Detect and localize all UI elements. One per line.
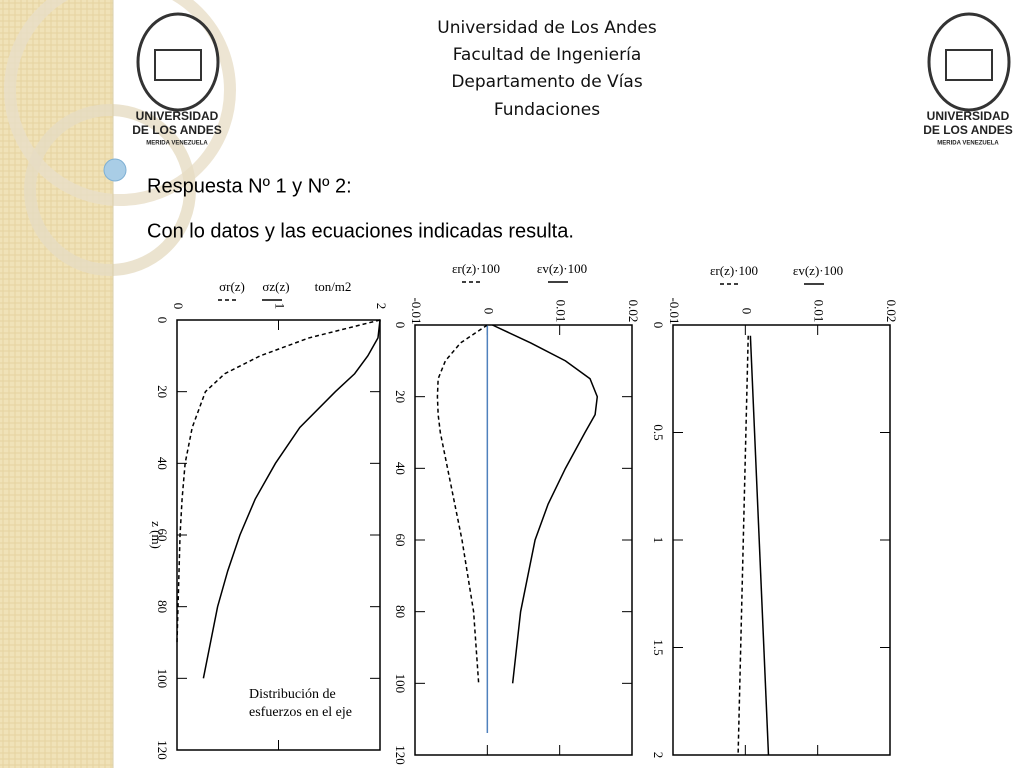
x-tick-label: 0.02	[884, 300, 899, 323]
x-tick-label: 0.02	[626, 300, 641, 323]
header-line: Facultad de Ingeniería	[453, 45, 642, 65]
header-line: Universidad de Los Andes	[437, 18, 657, 38]
y-tick-label: 100	[155, 669, 170, 689]
y-tick-label: 120	[155, 740, 170, 760]
legend-label: σz(z)	[262, 279, 289, 294]
y-tick-label: 40	[393, 462, 408, 475]
legend-label: σr(z)	[219, 279, 245, 294]
series-line	[202, 319, 381, 679]
y-tick-label: 60	[155, 529, 170, 542]
series-line	[176, 319, 381, 643]
y-tick-label: 60	[393, 534, 408, 547]
legend-label: εv(z)·100	[537, 261, 587, 276]
y-tick-label: 1	[651, 537, 666, 544]
logo-text: UNIVERSIDAD	[927, 109, 1010, 123]
heading: Respuesta Nº 1 y Nº 2:	[147, 175, 352, 197]
logo-text: DE LOS ANDES	[923, 123, 1013, 137]
annotation: Distribución de	[249, 687, 336, 702]
y-tick-label: 40	[155, 457, 170, 470]
y-tick-label: 0.5	[651, 424, 666, 440]
series-line	[737, 335, 749, 756]
y-tick-label: 100	[393, 674, 408, 694]
body-text: Con lo datos y las ecuaciones indicadas …	[147, 220, 574, 242]
x-tick-label: -0.01	[409, 297, 424, 324]
legend-label: εv(z)·100	[793, 263, 843, 278]
legend-label: εr(z)·100	[710, 263, 758, 278]
x-axis-label: ton/m2	[315, 279, 352, 294]
y-tick-label: 20	[155, 385, 170, 398]
legend-label: εr(z)·100	[452, 261, 500, 276]
logo-text: UNIVERSIDAD	[136, 109, 219, 123]
logo-text: MERIDA VENEZUELA	[937, 141, 999, 147]
series-line	[492, 324, 599, 684]
side-decoration	[0, 0, 236, 768]
x-tick-label: 2	[374, 303, 389, 310]
logo-text: MERIDA VENEZUELA	[146, 141, 208, 147]
y-tick-label: 20	[393, 390, 408, 403]
y-tick-label: 2	[651, 752, 666, 759]
x-tick-label: 0.01	[554, 300, 569, 323]
x-tick-label: 0	[739, 308, 754, 315]
plot-frame	[176, 319, 381, 751]
y-tick-label: 1.5	[651, 639, 666, 655]
x-tick-label: 1	[273, 303, 288, 310]
y-tick-label: 0	[155, 317, 170, 324]
y-tick-label: 0	[651, 322, 666, 329]
y-axis-label: z (m)	[149, 521, 164, 549]
header-line: Departamento de Vías	[451, 72, 643, 92]
y-tick-label: 120	[393, 745, 408, 765]
series-line	[436, 324, 488, 684]
x-tick-label: 0	[481, 308, 496, 315]
header-line: Fundaciones	[494, 100, 600, 120]
plot-frame	[672, 324, 891, 756]
y-tick-label: 0	[393, 322, 408, 329]
x-tick-label: 0	[171, 303, 186, 310]
y-tick-label: 80	[155, 600, 170, 613]
x-tick-label: -0.01	[667, 297, 682, 324]
series-line	[749, 335, 770, 756]
y-tick-label: 80	[393, 605, 408, 618]
plot-frame	[414, 324, 633, 756]
logo-right: UNIVERSIDAD DE LOS ANDES MERIDA VENEZUEL…	[923, 12, 1013, 147]
annotation: esfuerzos en el eje	[249, 705, 352, 720]
logo-text: DE LOS ANDES	[132, 123, 222, 137]
logo-left: UNIVERSIDAD DE LOS ANDES MERIDA VENEZUEL…	[132, 12, 222, 147]
x-tick-label: 0.01	[812, 300, 827, 323]
